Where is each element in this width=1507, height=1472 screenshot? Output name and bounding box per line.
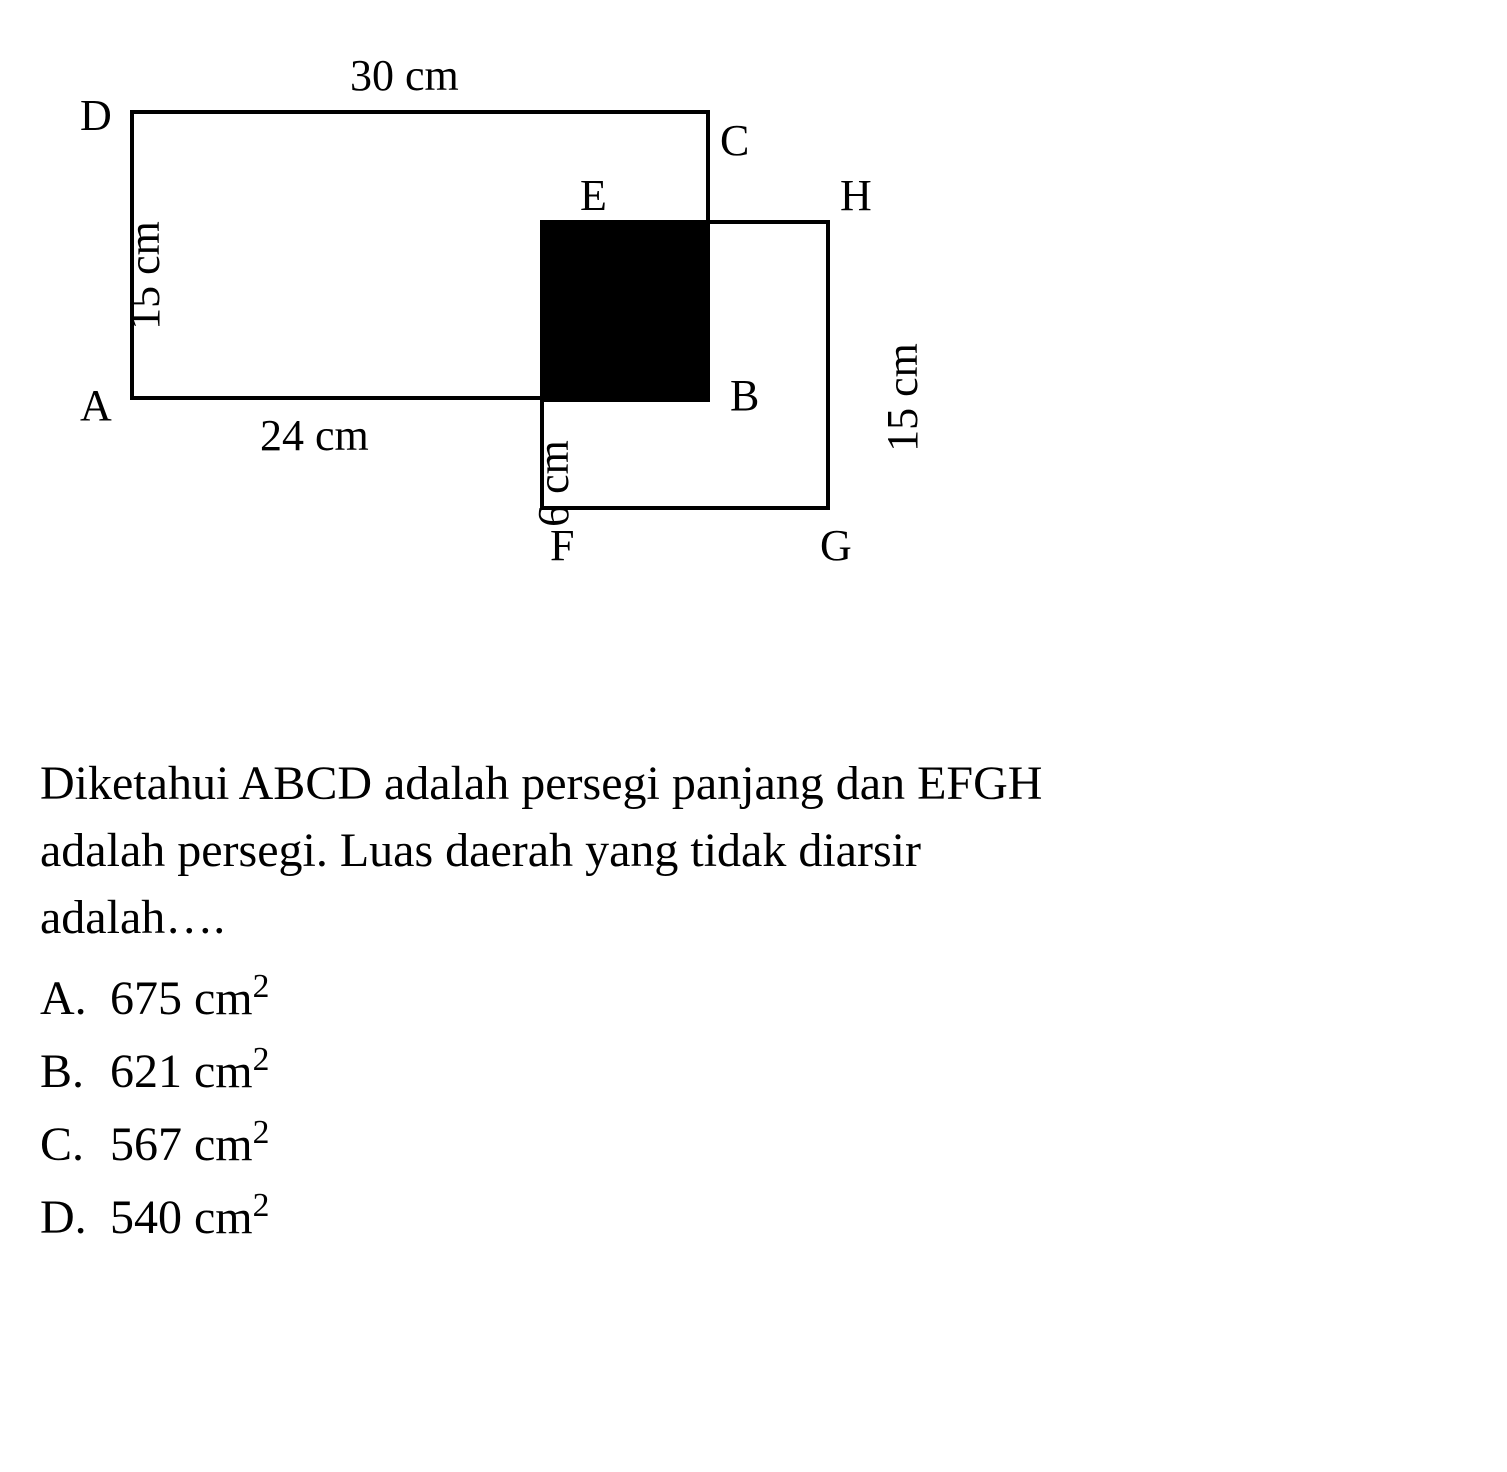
dimension-right: 15 cm (877, 343, 928, 452)
option-c-value: 567 cm2 (110, 1108, 269, 1181)
dimension-mid-vertical: 6 cm (528, 440, 579, 527)
option-d: D. 540 cm2 (40, 1181, 1467, 1254)
option-a-letter: A. (40, 963, 110, 1035)
vertex-e: E (580, 170, 607, 221)
dimension-left: 15 cm (119, 221, 170, 330)
dimension-bottom-left: 24 cm (260, 410, 369, 461)
option-b-value: 621 cm2 (110, 1035, 269, 1108)
question-line-2: adalah persegi. Luas daerah yang tidak d… (40, 817, 1467, 884)
option-c: C. 567 cm2 (40, 1108, 1467, 1181)
vertex-g: G (820, 520, 852, 571)
dimension-top: 30 cm (350, 50, 459, 101)
question-line-1: Diketahui ABCD adalah persegi panjang da… (40, 750, 1467, 817)
vertex-d: D (80, 90, 112, 141)
vertex-b: B (730, 370, 759, 421)
option-d-letter: D. (40, 1182, 110, 1254)
geometry-diagram: D C E H A B F G 30 cm 15 cm 24 cm 6 cm 1… (40, 40, 1040, 690)
option-b-letter: B. (40, 1036, 110, 1108)
option-c-letter: C. (40, 1109, 110, 1181)
question-text: Diketahui ABCD adalah persegi panjang da… (40, 750, 1467, 952)
option-a: A. 675 cm2 (40, 962, 1467, 1035)
answer-options: A. 675 cm2 B. 621 cm2 C. 567 cm2 D. 540 … (40, 962, 1467, 1254)
shaded-region (540, 220, 710, 402)
option-b: B. 621 cm2 (40, 1035, 1467, 1108)
vertex-h: H (840, 170, 872, 221)
vertex-f: F (550, 520, 574, 571)
vertex-a: A (80, 380, 112, 431)
option-d-value: 540 cm2 (110, 1181, 269, 1254)
question-line-3: adalah…. (40, 884, 1467, 951)
option-a-value: 675 cm2 (110, 962, 269, 1035)
vertex-c: C (720, 115, 749, 166)
